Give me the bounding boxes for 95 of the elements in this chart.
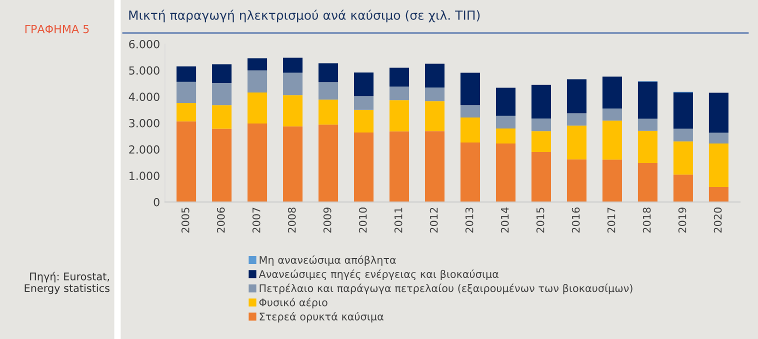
bar — [212, 64, 232, 83]
bar — [390, 86, 410, 100]
bar — [602, 76, 622, 109]
bar — [318, 100, 338, 125]
y-tick-label: 2.000 — [129, 145, 160, 154]
bar — [566, 159, 586, 202]
bar — [248, 124, 268, 202]
bar — [638, 118, 658, 131]
legend-label: Φυσικό αέριο — [259, 298, 328, 308]
bar — [283, 72, 303, 96]
y-tick-label: 1.000 — [130, 172, 160, 180]
bar — [424, 131, 445, 202]
bar — [212, 82, 232, 106]
bar — [566, 126, 586, 160]
bar — [212, 128, 232, 202]
bar — [566, 113, 586, 126]
bar — [673, 128, 693, 142]
x-tick-label: 2006 — [216, 208, 225, 233]
bar — [673, 174, 693, 202]
y-tick-label: 0 — [154, 198, 160, 206]
bar — [531, 118, 551, 132]
bar — [283, 58, 303, 73]
bar — [390, 100, 410, 132]
x-tick-label: 2007 — [252, 208, 260, 233]
x-tick-label: 2005 — [181, 208, 190, 233]
text: Πηγή: Eurostat, Energy statistics — [24, 272, 110, 294]
bar — [283, 95, 303, 126]
y-tick-label: 6.000 — [129, 40, 160, 48]
bar — [531, 152, 551, 202]
bar — [602, 108, 622, 121]
x-tick-label: 2015 — [536, 208, 544, 233]
bar — [460, 72, 480, 106]
x-tick-label: 2013 — [465, 208, 474, 233]
bar — [638, 130, 658, 164]
bar — [318, 82, 338, 100]
legend-label: Στερεά ορυκτά καύσιμα — [260, 312, 384, 322]
bar — [390, 131, 410, 202]
bar — [424, 87, 445, 102]
x-tick-label: 2008 — [288, 208, 296, 233]
y-tick-label: 5.000 — [129, 66, 160, 75]
bar — [176, 66, 196, 82]
chart-title: Μικτή παραγωγή ηλεκτρισμού ανά καύσιμο (σε χιλ. ΤΙΠ) — [129, 10, 480, 22]
bar — [354, 132, 374, 202]
bar — [318, 124, 338, 202]
bar — [176, 102, 196, 122]
bar — [531, 84, 551, 119]
legend-label: Πετρέλαιο και παράγωγα πετρελαίου (εξαιρουμένων των βιοκαυσίμων) — [260, 284, 632, 294]
bar — [176, 121, 196, 202]
bar — [708, 144, 728, 187]
x-tick-label: 2017 — [607, 208, 616, 233]
bar — [638, 163, 658, 202]
bar — [354, 72, 374, 96]
bar — [496, 128, 516, 144]
x-tick-label: 2010 — [358, 208, 367, 233]
bar — [460, 105, 480, 118]
bar — [708, 186, 728, 202]
x-tick-label: 2016 — [572, 208, 580, 233]
y-tick-label: 3.000 — [129, 118, 160, 128]
bar — [531, 131, 551, 152]
bar — [354, 96, 374, 110]
legend-label: Ανανεώσιμες πηγές ενέργειας και βιοκαύσιμα — [258, 270, 498, 280]
bar — [496, 88, 516, 116]
legend-label: Μη ανανεώσιμα απόβλητα — [260, 255, 396, 266]
text: ΓΡΑΦΗΜΑ 5 — [25, 24, 89, 34]
bar — [248, 58, 268, 70]
x-tick-label: 2019 — [678, 208, 686, 233]
bar — [708, 132, 728, 144]
bar — [673, 141, 693, 175]
bar — [248, 92, 268, 124]
y-tick-label: 4.000 — [128, 92, 160, 102]
x-tick-label: 2020 — [714, 208, 722, 233]
bar — [390, 68, 410, 87]
bar — [354, 110, 374, 132]
bar — [602, 120, 622, 160]
bar — [424, 64, 445, 88]
bar — [248, 70, 268, 92]
x-tick-label: 2011 — [394, 208, 402, 233]
bar — [566, 79, 586, 114]
bar — [283, 126, 303, 202]
bar — [212, 105, 232, 129]
x-tick-label: 2012 — [430, 208, 438, 233]
x-tick-label: 2009 — [323, 208, 332, 233]
bar — [708, 92, 728, 133]
bar — [460, 117, 480, 142]
bar — [318, 63, 338, 82]
bar — [496, 116, 516, 129]
bar — [673, 92, 693, 129]
bar — [176, 82, 196, 103]
bar — [496, 144, 516, 202]
bar — [602, 160, 622, 202]
x-tick-label: 2018 — [642, 208, 651, 233]
bar — [460, 142, 480, 202]
bar — [424, 101, 445, 132]
bar — [638, 82, 658, 119]
x-tick-label: 2014 — [500, 207, 509, 233]
